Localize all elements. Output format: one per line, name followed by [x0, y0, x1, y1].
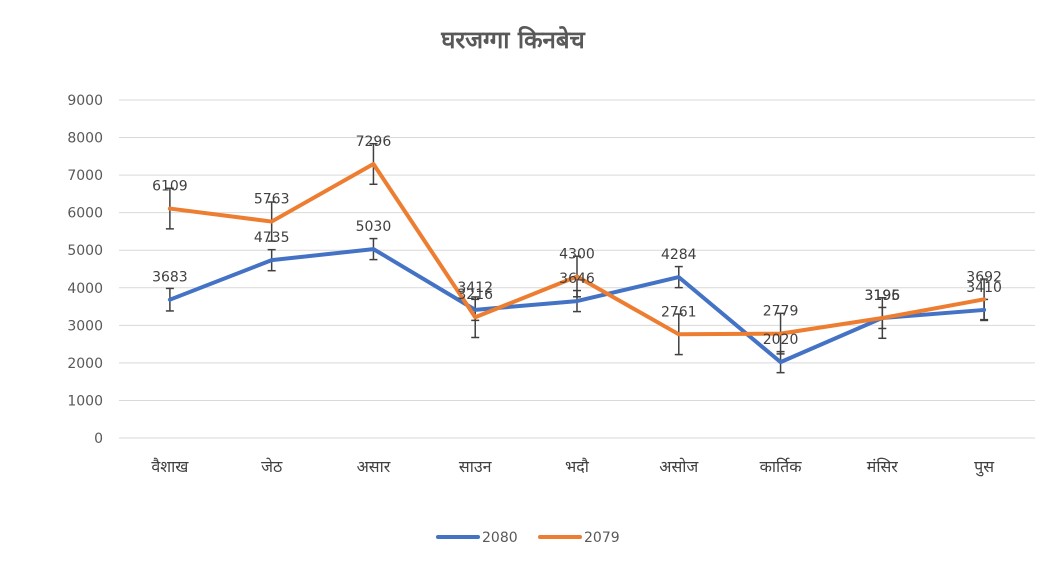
data-label: 4735 — [254, 230, 290, 246]
y-tick-label: 6000 — [67, 206, 103, 222]
x-category-label: वैशाख — [151, 457, 189, 476]
data-label: 7296 — [356, 134, 392, 150]
data-label: 2779 — [763, 304, 799, 320]
x-axis-categories: वैशाख जेठ असार साउन भदौ असोज कार्तिक मंसिर पुस — [151, 457, 995, 477]
data-label: 3692 — [966, 269, 1002, 285]
x-category-label: जेठ — [261, 457, 283, 476]
data-label: 3410 — [966, 280, 1002, 296]
x-category-label: कार्तिक — [760, 457, 803, 476]
data-label: 5763 — [254, 192, 290, 208]
y-axis-ticks: 0 1000 2000 3000 4000 5000 6000 7000 8000 9000 — [67, 93, 103, 447]
y-tick-label: 9000 — [67, 93, 103, 109]
y-tick-label: 0 — [94, 431, 103, 447]
series-line-2079 — [167, 161, 987, 337]
series-line-2080 — [167, 247, 987, 365]
y-tick-label: 8000 — [67, 131, 103, 147]
data-label: 3216 — [457, 287, 493, 303]
x-category-label: असोज — [659, 457, 699, 476]
y-tick-label: 4000 — [67, 281, 103, 297]
x-category-label: पुस — [974, 457, 995, 477]
data-label: 3683 — [152, 270, 188, 286]
data-label: 2020 — [763, 332, 799, 348]
x-category-label: असार — [357, 457, 391, 476]
data-label: 4300 — [559, 247, 595, 263]
data-label: 6109 — [152, 179, 188, 195]
data-label: 5030 — [356, 219, 392, 235]
y-tick-label: 7000 — [67, 168, 103, 184]
series-lines — [167, 161, 987, 365]
y-tick-label: 2000 — [67, 356, 103, 372]
x-category-label: मंसिर — [867, 457, 899, 476]
legend: 2080 2079 — [436, 530, 620, 546]
x-category-label: भदौ — [565, 457, 590, 476]
data-label: 3195 — [865, 288, 901, 304]
y-tick-label: 5000 — [67, 243, 103, 259]
data-label: 3196 — [865, 288, 901, 304]
data-labels: 3683 4735 5030 3412 3646 4284 2020 3196 3410 6109… — [152, 134, 1002, 348]
y-tick-label: 3000 — [67, 318, 103, 334]
data-label: 3646 — [559, 271, 595, 287]
x-category-label: साउन — [459, 457, 493, 476]
y-tick-label: 1000 — [67, 393, 103, 409]
error-bars — [165, 142, 989, 374]
data-label: 2761 — [661, 304, 697, 320]
legend-label: 2079 — [584, 530, 620, 546]
data-label: 4284 — [661, 247, 697, 263]
legend-label: 2080 — [482, 530, 518, 546]
data-label: 3412 — [457, 280, 493, 296]
chart-title: घरजग्गा किनबेच — [440, 26, 586, 54]
